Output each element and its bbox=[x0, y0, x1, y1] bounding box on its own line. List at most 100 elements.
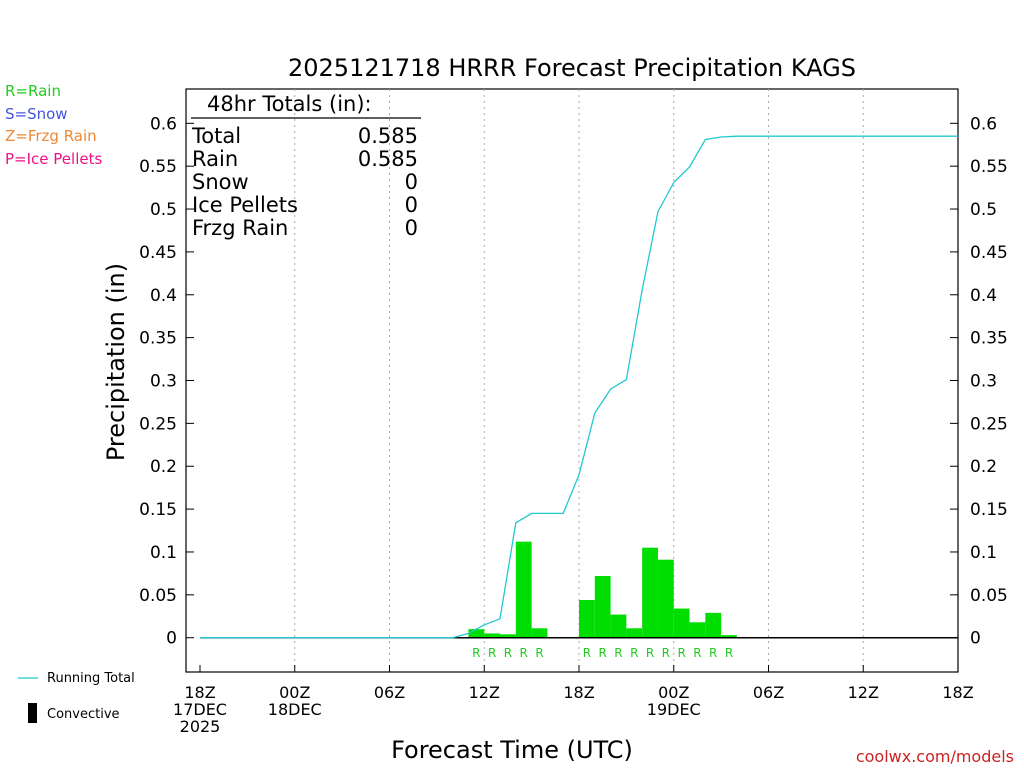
precip-bars bbox=[468, 541, 737, 638]
precip-bar bbox=[531, 628, 548, 638]
x-axis-title: Forecast Time (UTC) bbox=[391, 736, 633, 764]
x-tick-label: 18Z bbox=[942, 683, 973, 702]
totals-value: 0 bbox=[405, 216, 418, 240]
y-axis-left: 0 0.05 0.1 0.15 0.2 0.25 0.3 0.35 0.4 0.45 0.5 0.55… bbox=[139, 114, 194, 649]
y-tick-label-left: 0.05 bbox=[139, 586, 177, 606]
y-tick-label-right: 0.6 bbox=[970, 114, 997, 134]
precip-bar bbox=[705, 612, 722, 638]
legend-freezing-rain: Z=Frzg Rain bbox=[5, 127, 97, 145]
precip-bar bbox=[657, 559, 674, 638]
y-tick-label-right: 0.45 bbox=[970, 243, 1008, 263]
y-tick-label-left: 0.15 bbox=[139, 500, 177, 520]
precip-type-label: R bbox=[709, 646, 717, 660]
y-axis-right: 0 0.05 0.1 0.15 0.2 0.25 0.3 0.35 0.4 0.45 0.5 0.55… bbox=[950, 114, 1008, 649]
x-tick-label: 18DEC bbox=[268, 700, 322, 719]
y-axis-title: Precipitation (in) bbox=[102, 263, 130, 461]
convective-label: Convective bbox=[47, 707, 120, 722]
y-tick-label-right: 0.1 bbox=[970, 543, 997, 563]
legend-ice-pellets: P=Ice Pellets bbox=[5, 150, 102, 168]
precip-bar bbox=[689, 622, 706, 638]
totals-label: Frzg Rain bbox=[192, 216, 288, 240]
running-total-path bbox=[200, 135, 958, 639]
y-tick-label-right: 0.3 bbox=[970, 372, 997, 392]
precip-bar bbox=[642, 547, 658, 638]
y-tick-label-left: 0.55 bbox=[139, 157, 177, 177]
precip-bar bbox=[579, 599, 595, 638]
y-tick-label-left: 0.2 bbox=[150, 457, 177, 477]
x-tick-label: 00Z bbox=[279, 683, 310, 702]
precip-type-label: R bbox=[472, 646, 480, 660]
totals-label: Ice Pellets bbox=[192, 193, 298, 217]
y-tick-label-right: 0.4 bbox=[970, 286, 997, 306]
precip-type-label: R bbox=[677, 646, 685, 660]
precip-type-label: R bbox=[520, 646, 528, 660]
y-tick-label-right: 0.35 bbox=[970, 329, 1008, 349]
legend-snow: S=Snow bbox=[5, 105, 68, 123]
precip-type-label: R bbox=[725, 646, 733, 660]
precip-bar bbox=[626, 628, 643, 638]
precip-type-label: R bbox=[535, 646, 543, 660]
x-tick-label: 17DEC bbox=[173, 700, 227, 719]
precip-type-label: R bbox=[646, 646, 654, 660]
y-tick-label-left: 0.25 bbox=[139, 414, 177, 434]
running-total-line bbox=[200, 135, 958, 639]
y-tick-label-right: 0.15 bbox=[970, 500, 1008, 520]
precip-bar bbox=[515, 541, 532, 638]
y-tick-label-left: 0.1 bbox=[150, 543, 177, 563]
y-tick-label-right: 0.5 bbox=[970, 200, 997, 220]
precip-bar bbox=[721, 635, 737, 638]
totals-value: 0 bbox=[405, 170, 418, 194]
y-tick-label-right: 0.25 bbox=[970, 414, 1008, 434]
y-tick-label-right: 0.2 bbox=[970, 457, 997, 477]
y-tick-label-right: 0.55 bbox=[970, 157, 1008, 177]
chart-title: 2025121718 HRRR Forecast Precipitation K… bbox=[288, 54, 856, 82]
plot-frame bbox=[185, 88, 959, 673]
precip-type-legend: R=Rain S=Snow Z=Frzg Rain P=Ice Pellets bbox=[5, 82, 102, 168]
totals-label: Snow bbox=[192, 170, 249, 194]
y-tick-label-left: 0.6 bbox=[150, 114, 177, 134]
precip-type-label: R bbox=[599, 646, 607, 660]
legend-rain: R=Rain bbox=[5, 82, 61, 100]
x-tick-label: 12Z bbox=[848, 683, 879, 702]
x-tick-label: 2025 bbox=[180, 717, 221, 736]
totals-value: 0.585 bbox=[358, 124, 418, 148]
x-tick-label: 18Z bbox=[184, 683, 215, 702]
precip-bar bbox=[468, 629, 485, 638]
credit-text: coolwx.com/models bbox=[856, 747, 1014, 766]
precip-bar bbox=[484, 633, 501, 638]
precip-type-label: R bbox=[488, 646, 496, 660]
precip-type-label: R bbox=[693, 646, 701, 660]
precip-type-label: R bbox=[583, 646, 591, 660]
precip-type-label: R bbox=[614, 646, 622, 660]
x-tick-label: 18Z bbox=[563, 683, 594, 702]
y-tick-label-right: 0 bbox=[970, 629, 981, 649]
y-tick-label-left: 0.4 bbox=[150, 286, 177, 306]
precip-bar bbox=[594, 575, 611, 638]
y-tick-label-left: 0.3 bbox=[150, 372, 177, 392]
precip-type-label: R bbox=[504, 646, 512, 660]
totals-label: Rain bbox=[192, 147, 238, 171]
precip-type-label: R bbox=[630, 646, 638, 660]
x-tick-label: 06Z bbox=[374, 683, 405, 702]
convective-swatch bbox=[28, 703, 37, 723]
y-tick-label-left: 0.45 bbox=[139, 243, 177, 263]
precip-bar bbox=[610, 614, 627, 638]
precip-bar bbox=[673, 608, 690, 638]
x-tick-label: 12Z bbox=[469, 683, 500, 702]
y-tick-label-right: 0.05 bbox=[970, 586, 1008, 606]
totals-label: Total bbox=[191, 124, 241, 148]
y-tick-label-left: 0.35 bbox=[139, 329, 177, 349]
totals-value: 0 bbox=[405, 193, 418, 217]
x-tick-label: 00Z bbox=[658, 683, 689, 702]
bottom-legend: Running Total Convective bbox=[18, 671, 135, 723]
precip-type-label: R bbox=[662, 646, 670, 660]
vertical-gridlines bbox=[294, 89, 864, 672]
totals-header: 48hr Totals (in): bbox=[207, 92, 372, 116]
running-total-label: Running Total bbox=[47, 671, 135, 686]
y-tick-label-left: 0 bbox=[166, 629, 177, 649]
y-tick-label-left: 0.5 bbox=[150, 200, 177, 220]
totals-value: 0.585 bbox=[358, 147, 418, 171]
